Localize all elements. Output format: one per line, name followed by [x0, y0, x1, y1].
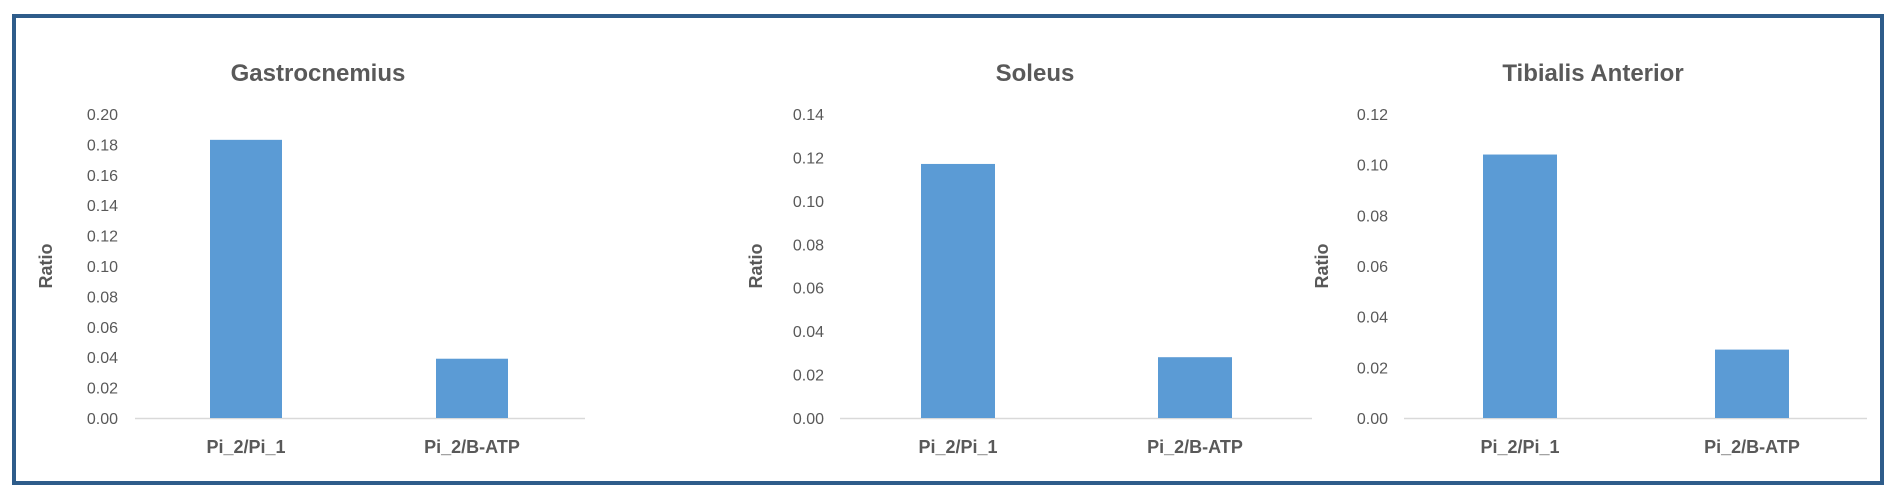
- bar: [436, 358, 508, 418]
- y-tick-label: 0.10: [87, 259, 118, 276]
- y-tick-label: 0.20: [87, 107, 118, 124]
- chart-title: Soleus: [996, 60, 1075, 87]
- x-category-label: Pi_2/B-ATP: [1147, 437, 1243, 457]
- chart-3: Tibialis Anterior Ratio 0.00 0.02 0.04 0.06 0.…: [1312, 60, 1867, 457]
- x-category-label: Pi_2/B-ATP: [424, 437, 520, 457]
- y-tick-label: 0.04: [793, 324, 824, 341]
- y-tick-label: 0.14: [87, 198, 118, 215]
- y-axis-title: Ratio: [746, 243, 766, 288]
- y-tick-label: 0.08: [1357, 208, 1388, 225]
- y-tick-label: 0.00: [793, 411, 824, 428]
- chart-title: Gastrocnemius: [231, 60, 406, 87]
- y-tick-label: 0.08: [87, 289, 118, 306]
- y-axis-title: Ratio: [1312, 243, 1332, 288]
- x-category-label: Pi_2/Pi_1: [206, 437, 285, 457]
- y-tick-label: 0.00: [1357, 411, 1388, 428]
- bar: [1158, 357, 1232, 418]
- x-category-label: Pi_2/Pi_1: [1480, 437, 1559, 457]
- y-axis-title: Ratio: [36, 243, 56, 288]
- bar: [921, 163, 995, 418]
- y-tick-label: 0.06: [87, 320, 118, 337]
- y-tick-label: 0.10: [793, 194, 824, 211]
- y-tick-label: 0.00: [87, 411, 118, 428]
- y-tick-label: 0.04: [87, 350, 118, 367]
- y-tick-label: 0.10: [1357, 158, 1388, 175]
- y-tick-label: 0.14: [793, 107, 824, 124]
- y-tick-label: 0.12: [87, 229, 118, 246]
- y-tick-label: 0.18: [87, 137, 118, 154]
- y-tick-label: 0.02: [1357, 360, 1388, 377]
- y-tick-label: 0.12: [793, 150, 824, 167]
- y-tick-label: 0.06: [1357, 259, 1388, 276]
- bar: [210, 139, 282, 418]
- chart-title: Tibialis Anterior: [1502, 60, 1683, 87]
- x-category-label: Pi_2/Pi_1: [918, 437, 997, 457]
- bar: [1715, 349, 1789, 418]
- y-tick-label: 0.12: [1357, 107, 1388, 124]
- y-tick-label: 0.08: [793, 237, 824, 254]
- y-tick-label: 0.02: [793, 368, 824, 385]
- x-category-label: Pi_2/B-ATP: [1704, 437, 1800, 457]
- y-tick-label: 0.02: [87, 381, 118, 398]
- y-tick-label: 0.06: [793, 281, 824, 298]
- chart-1: Gastrocnemius Ratio 0.00 0.02 0.04 0.06 0.08 0.…: [36, 60, 585, 457]
- chart-2: Soleus Ratio 0.00 0.02 0.04 0.06 0.08 0.10 0.12 0…: [746, 60, 1312, 457]
- y-tick-label: 0.04: [1357, 310, 1388, 327]
- bar: [1483, 154, 1557, 419]
- y-tick-label: 0.16: [87, 168, 118, 185]
